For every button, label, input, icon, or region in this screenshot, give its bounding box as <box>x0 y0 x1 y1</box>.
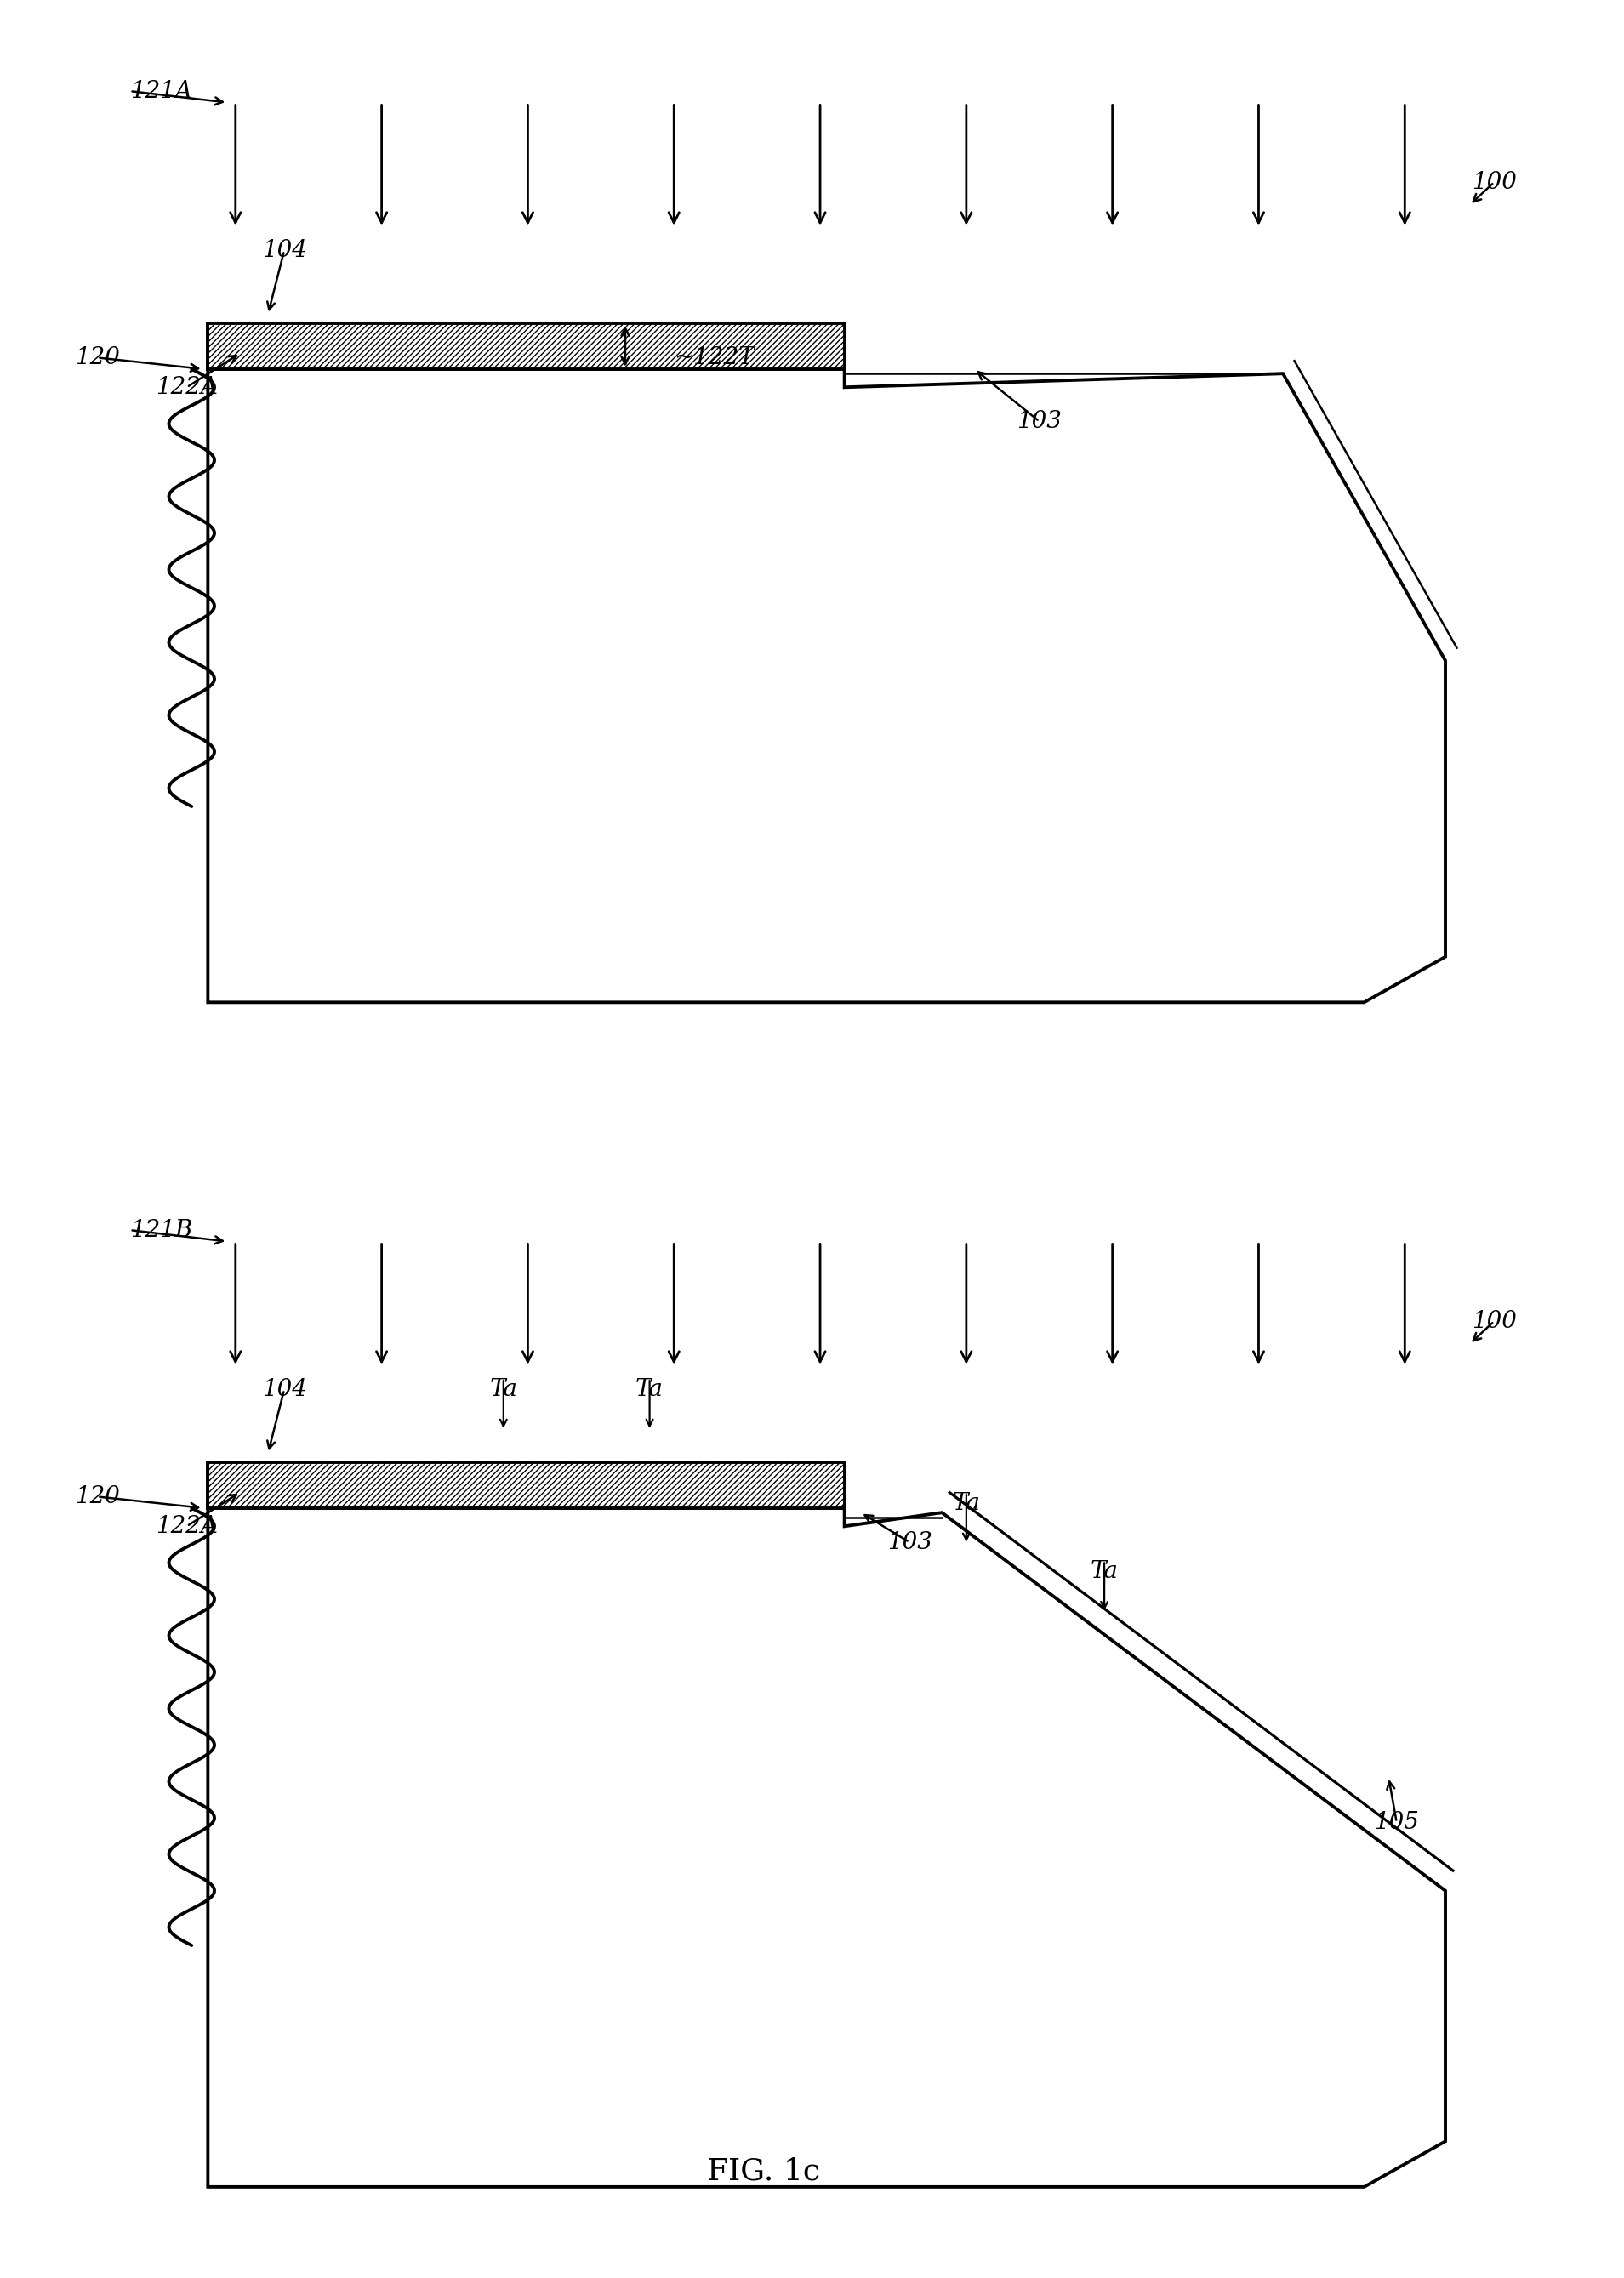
Text: 120: 120 <box>75 1485 120 1508</box>
Text: Ta: Ta <box>489 1378 518 1401</box>
Text: Ta: Ta <box>635 1378 664 1401</box>
Polygon shape <box>208 1508 1445 2187</box>
Text: 121A: 121A <box>130 80 192 103</box>
Polygon shape <box>208 369 1445 1002</box>
Text: 122A: 122A <box>156 376 218 399</box>
Text: 105: 105 <box>1374 1811 1419 1834</box>
Text: Ta: Ta <box>952 1492 981 1515</box>
Polygon shape <box>208 1462 844 1508</box>
Text: 104: 104 <box>261 239 307 262</box>
Text: 103: 103 <box>1017 410 1062 433</box>
Text: 121B: 121B <box>130 1219 192 1242</box>
Text: 103: 103 <box>887 1531 932 1554</box>
Text: 104: 104 <box>261 1378 307 1401</box>
Text: 100: 100 <box>1471 171 1517 194</box>
Text: FIG. 1c: FIG. 1c <box>706 2157 820 2185</box>
Text: 100: 100 <box>1471 1310 1517 1333</box>
Text: Ta: Ta <box>1090 1560 1119 1583</box>
Polygon shape <box>208 323 844 369</box>
Text: 120: 120 <box>75 346 120 369</box>
Text: ~122T: ~122T <box>674 346 755 369</box>
Text: 122A: 122A <box>156 1515 218 1538</box>
